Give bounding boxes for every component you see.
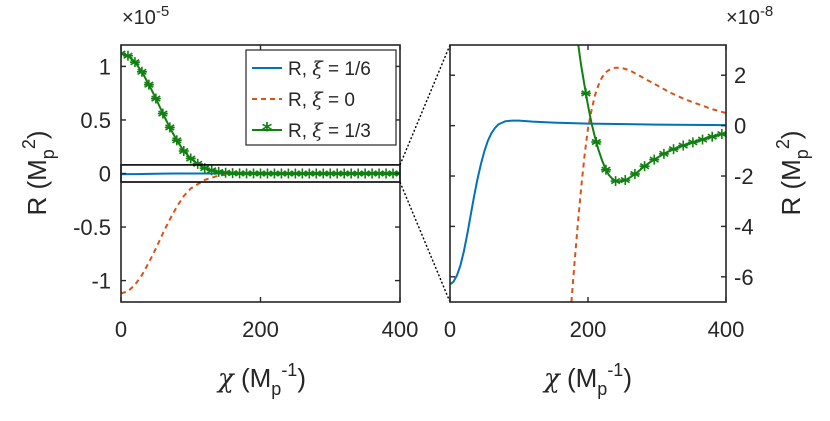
main-series-2-marker xyxy=(171,135,182,146)
main-xtick-label: 200 xyxy=(242,317,279,342)
zoom-connector-bottom xyxy=(399,181,451,303)
zoom-ytick-label: -2 xyxy=(734,164,754,189)
zoom-series-2-marker xyxy=(697,134,708,145)
zoom-xlabel: χ (Mp-1) xyxy=(542,360,632,399)
zoom-series-2-marker xyxy=(716,129,726,140)
zoom-series-2-marker xyxy=(678,140,689,151)
zoom-multiplier: ×10-8 xyxy=(726,3,773,29)
zoom-ytick-label: -6 xyxy=(734,265,754,290)
legend-entry-xi-0: R, ξ = 0 xyxy=(252,89,355,111)
zoom-series-2-marker xyxy=(629,169,640,180)
main-xtick-label: 400 xyxy=(382,317,419,342)
main-series-2-marker xyxy=(136,66,147,77)
main-plot: 0 200 400 1 0.5 0 -0.5 -1 ×10-5 R (Mp2) χ (Mp-1… xyxy=(19,3,418,399)
zoom-series-2-marker xyxy=(668,144,679,155)
main-ytick-label: 1 xyxy=(99,54,111,79)
main-series-2-marker xyxy=(185,153,196,164)
svg-text:R, ξ = 1/3: R, ξ = 1/3 xyxy=(288,120,371,142)
legend-entry-xi-1-3: * R, ξ = 1/3 xyxy=(252,118,371,142)
zoom-series-0-line xyxy=(450,119,726,286)
zoom-ytick-label: 0 xyxy=(734,114,746,139)
svg-text:R, ξ = 0: R, ξ = 0 xyxy=(288,89,355,111)
zoom-series-2-marker xyxy=(639,161,650,172)
main-series-2-marker xyxy=(143,79,154,90)
main-ytick-label: 0 xyxy=(99,162,111,187)
legend-entry-xi-1-6: R, ξ = 1/6 xyxy=(252,58,371,80)
main-series-2-marker xyxy=(150,93,161,104)
zoom-ylabel: R (Mp2) xyxy=(773,130,812,215)
main-series-2-marker xyxy=(122,50,133,61)
main-series-2-marker xyxy=(157,108,168,119)
zoom-series-2-marker xyxy=(687,137,698,148)
svg-text:*: * xyxy=(262,118,273,142)
zoom-ytick-label: -4 xyxy=(734,214,754,239)
zoom-series-2-marker xyxy=(620,175,631,186)
zoom-series-2-marker xyxy=(658,148,669,159)
zoom-xtick-label: 400 xyxy=(708,317,745,342)
zoom-series-1-line xyxy=(570,66,726,302)
zoom-series-2-marker xyxy=(707,131,718,142)
zoom-plot: 0 200 400 2 0 -2 -4 -6 ×10-8 R (Mp2) χ (Mp-1) xyxy=(444,3,812,399)
main-ytick-label: -0.5 xyxy=(73,215,111,240)
zoom-ytick-label: 2 xyxy=(734,63,746,88)
main-xtick-label: 0 xyxy=(115,317,127,342)
svg-text:R, ξ = 1/6: R, ξ = 1/6 xyxy=(288,58,371,80)
zoom-series-2-marker xyxy=(591,137,602,148)
legend: R, ξ = 1/6 R, ξ = 0 * R, ξ = 1/3 xyxy=(245,49,397,146)
zoom-series-2-marker xyxy=(610,176,621,187)
zoom-xtick-label: 0 xyxy=(444,317,456,342)
main-xlabel: χ (Mp-1) xyxy=(216,360,306,399)
main-series-2-marker xyxy=(129,57,140,68)
zoom-series-2-marker xyxy=(580,88,591,99)
main-ytick-label: 0.5 xyxy=(80,108,111,133)
main-multiplier: ×10-5 xyxy=(122,3,169,29)
main-ytick-label: -1 xyxy=(91,269,111,294)
zoom-connector-top xyxy=(399,44,451,166)
main-ylabel: R (Mp2) xyxy=(19,130,58,215)
main-series-2-marker xyxy=(164,122,175,133)
zoom-series-2-marker xyxy=(649,154,660,165)
zoom-series-2-marker xyxy=(600,164,611,175)
zoom-xtick-label: 200 xyxy=(570,317,607,342)
main-series-2-marker xyxy=(178,146,189,157)
